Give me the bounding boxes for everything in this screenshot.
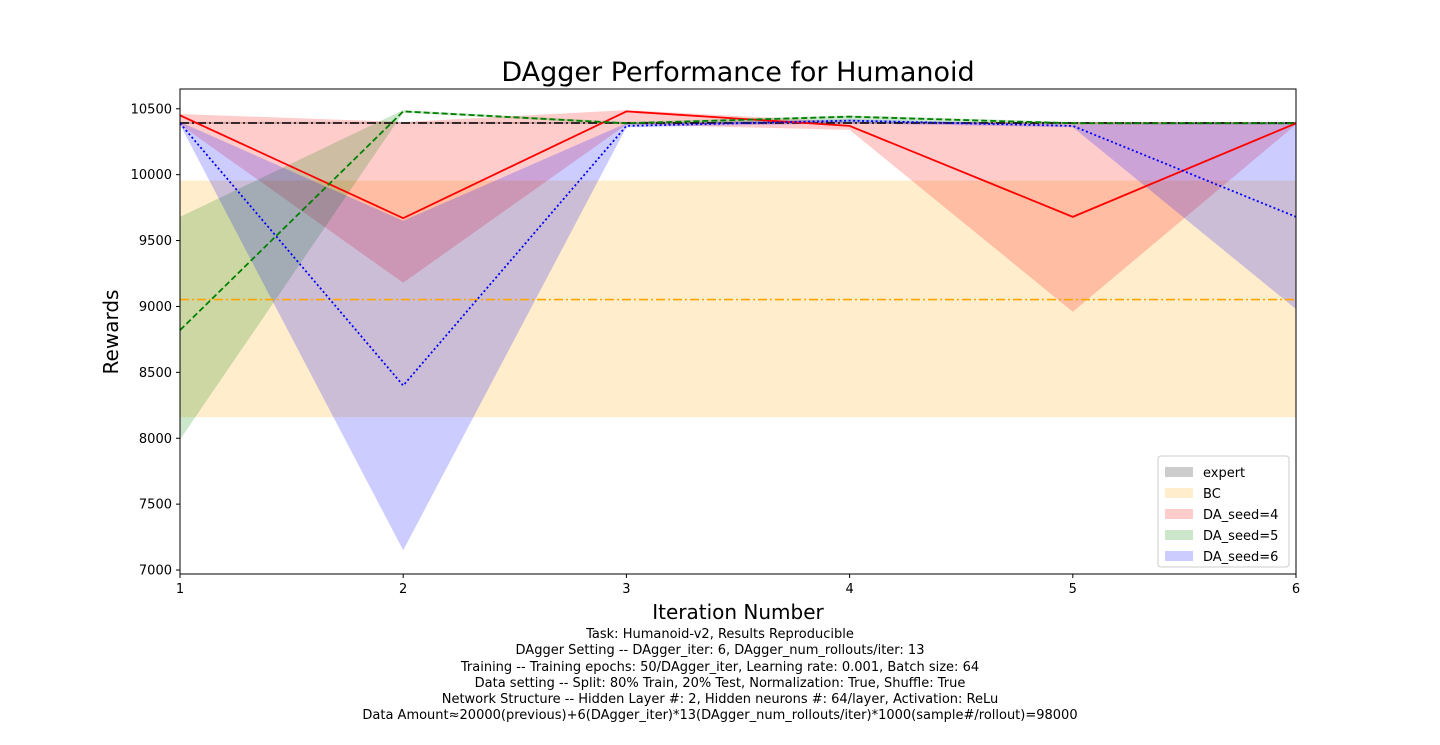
chart: DAgger Performance for Humanoid 7000 7500… (99, 57, 1300, 624)
y-tick-label-7000: 7000 (139, 564, 172, 579)
plot-frame (179, 88, 1297, 575)
plot-clip-group (180, 110, 1296, 551)
plot-area (179, 88, 1297, 575)
legend-label-da-seed-5: DA_seed=5 (1203, 529, 1278, 544)
y-tick-label-9000: 9000 (139, 300, 172, 315)
band-da-seed-4 (180, 110, 1296, 312)
legend-swatch-da-seed-5 (1165, 530, 1193, 540)
x-tick-label-3: 3 (622, 582, 630, 597)
x-tick-label-5: 5 (1069, 582, 1077, 597)
x-tick-label-4: 4 (845, 582, 853, 597)
line-da-seed-6 (180, 119, 1296, 387)
legend-swatch-bc (1165, 488, 1193, 498)
legend-label-da-seed-4: DA_seed=4 (1203, 508, 1278, 523)
caption-line-network: Network Structure -- Hidden Layer #: 2, … (441, 692, 999, 708)
band-da-seed-6 (180, 119, 1296, 551)
x-tick-label-1: 1 (176, 582, 184, 597)
y-axis-label: Rewards (99, 290, 123, 375)
caption: Task: Humanoid-v2, Results Reproducible … (0, 627, 1440, 725)
caption-line-data-setting: Data setting -- Split: 80% Train, 20% Te… (474, 675, 966, 691)
x-axis-label: Iteration Number (652, 600, 824, 624)
x-tick-label-2: 2 (399, 582, 407, 597)
legend-box (1157, 455, 1290, 568)
legend-label-expert: expert (1203, 466, 1245, 481)
chart-title: DAgger Performance for Humanoid (501, 57, 974, 88)
y-tick-label-8000: 8000 (139, 432, 172, 447)
caption-line-training: Training -- Training epochs: 50/DAgger_i… (460, 659, 980, 675)
legend-label-da-seed-6: DA_seed=6 (1203, 550, 1278, 565)
y-tick-label-10000: 10000 (131, 168, 172, 183)
legend-swatch-da-seed-4 (1165, 509, 1193, 519)
y-axis: 7000 7500 8000 8500 9000 9500 10000 10500 (131, 102, 180, 579)
y-tick-label-9500: 9500 (139, 234, 172, 249)
y-tick-label-8500: 8500 (139, 366, 172, 381)
x-axis: 1 2 3 4 5 6 (176, 574, 1300, 597)
line-da-seed-4 (180, 110, 1296, 220)
line-da-seed-5 (180, 110, 1296, 331)
y-tick-label-7500: 7500 (139, 498, 172, 513)
caption-line-task: Task: Humanoid-v2, Results Reproducible (586, 627, 854, 642)
caption-line-data-amount: Data Amount≈20000(previous)+6(DAgger_ite… (362, 708, 1078, 724)
legend-swatch-expert (1165, 467, 1193, 477)
x-tick-label-6: 6 (1292, 582, 1300, 597)
caption-line-dagger-setting: DAgger Setting -- DAgger_iter: 6, DAgger… (515, 643, 925, 659)
legend: expert BC DA_seed=4 DA_seed=5 DA_seed=6 (1157, 455, 1290, 568)
y-tick-label-10500: 10500 (131, 102, 172, 117)
legend-swatch-da-seed-6 (1165, 551, 1193, 561)
legend-label-bc: BC (1203, 487, 1221, 502)
